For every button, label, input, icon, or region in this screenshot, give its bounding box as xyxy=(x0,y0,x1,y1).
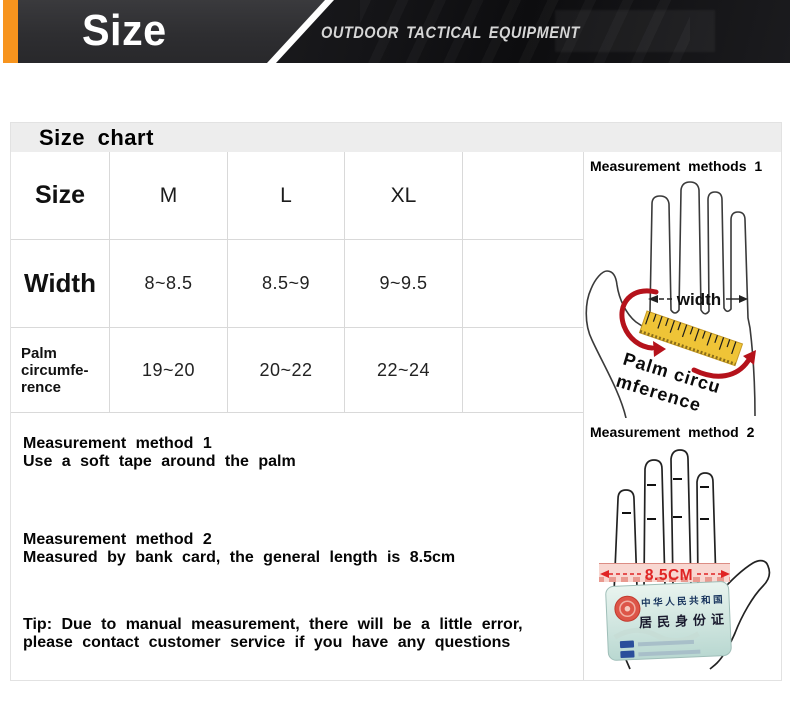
table-row-label-palm: Palm circumfe- rence xyxy=(11,328,110,413)
length-arrow-right xyxy=(721,570,730,578)
table-header-size: Size xyxy=(11,152,110,240)
banner: Size OUTDOOR TACTICAL EQUIPMENT xyxy=(0,0,790,63)
illustration2-title: Measurement method 2 xyxy=(590,424,755,440)
method1-note: Measurement method 1 Use a soft tape aro… xyxy=(23,435,296,471)
ruler-serration xyxy=(639,329,736,366)
banner-tagline: OUTDOOR TACTICAL EQUIPMENT xyxy=(321,24,580,42)
table-cell: 9~9.5 xyxy=(345,240,463,328)
width-label: width xyxy=(676,290,721,309)
table-cell: 8~8.5 xyxy=(110,240,228,328)
card-field-value xyxy=(637,639,695,647)
width-arrow-right xyxy=(739,295,748,303)
table-cell-empty xyxy=(463,328,583,413)
size-chart-heading: Size chart xyxy=(11,123,781,152)
size-table: Size M L XL Width 8~8.5 8.5~9 9~9.5 Palm… xyxy=(11,152,583,413)
card-name: 居民身份证 xyxy=(639,611,730,630)
palm-label-line: rence xyxy=(21,378,62,396)
finger-creases xyxy=(622,478,709,520)
table-cell-empty xyxy=(463,240,583,328)
hand-diagram-method1: width Palm circu mference xyxy=(585,181,756,418)
tip-line-1: Tip: Due to manual measurement, there wi… xyxy=(23,616,523,633)
width-arrow-left xyxy=(648,295,658,303)
tip-note: Tip: Due to manual measurement, there wi… xyxy=(23,616,523,652)
banner-accent-bar xyxy=(3,0,18,63)
ruler-ticks xyxy=(645,311,737,355)
id-card: 中华人民共和国 居民身份证 xyxy=(605,581,732,661)
table-row-label-width: Width xyxy=(11,240,110,328)
table-cell: 22~24 xyxy=(345,328,463,413)
hand-outline xyxy=(585,181,756,418)
column-divider xyxy=(583,152,584,680)
table-header-m: M xyxy=(110,152,228,240)
palm-label-line: Palm xyxy=(21,344,57,362)
circumference-arrow-left xyxy=(619,288,659,351)
method2-note: Measurement method 2 Measured by bank ca… xyxy=(23,531,455,567)
table-cell: 8.5~9 xyxy=(228,240,345,328)
banner-title: Size xyxy=(82,6,167,55)
length-label: 8.5CM xyxy=(645,567,693,584)
arrowhead xyxy=(743,350,756,365)
method1-body: Use a soft tape around the palm xyxy=(23,453,296,470)
card-watermark xyxy=(613,627,700,644)
content-area: Size chart Size M L XL Width 8~8.5 8.5~9… xyxy=(10,122,782,681)
tip-line-2: please contact customer service if you h… xyxy=(23,634,511,651)
hand-diagram-method2: 8.5CM 中华人民共和国 居民身份证 xyxy=(599,449,771,670)
card-field-value xyxy=(638,649,701,657)
banner-photo-texture xyxy=(360,0,690,63)
table-header-l: L xyxy=(228,152,345,240)
notes-panel: Measurement method 1 Use a soft tape aro… xyxy=(11,413,583,680)
table-cell: 20~22 xyxy=(228,328,345,413)
card-field-label xyxy=(620,650,635,659)
method2-title: Measurement method 2 xyxy=(23,531,212,548)
card-emblem-ring xyxy=(619,600,636,618)
method2-body: Measured by bank card, the general lengt… xyxy=(23,549,456,566)
circumference-arrows xyxy=(619,288,756,379)
card-field-label xyxy=(619,640,635,649)
table-cell: 19~20 xyxy=(110,328,228,413)
card-country: 中华人民共和国 xyxy=(641,593,725,609)
illustration1-title: Measurement methods 1 xyxy=(590,158,763,174)
width-annotation: width xyxy=(648,290,748,309)
card-emblem-center xyxy=(624,605,631,612)
table-header-empty xyxy=(463,152,583,240)
circumference-arrow-right xyxy=(691,358,751,379)
banner-right-panel xyxy=(275,0,790,63)
table-header-xl: XL xyxy=(345,152,463,240)
palm-label-line: circumfe- xyxy=(21,361,89,379)
illustration-method2: Measurement method 2 xyxy=(584,419,781,680)
method1-title: Measurement method 1 xyxy=(23,435,212,452)
arrowhead xyxy=(653,341,666,357)
illustration-method1: Measurement methods 1 width xyxy=(584,152,781,419)
length-arrow-left xyxy=(600,570,609,578)
length-band: 8.5CM xyxy=(599,563,730,584)
banner-photo-highlight xyxy=(555,10,715,52)
ruler-band xyxy=(638,310,744,367)
